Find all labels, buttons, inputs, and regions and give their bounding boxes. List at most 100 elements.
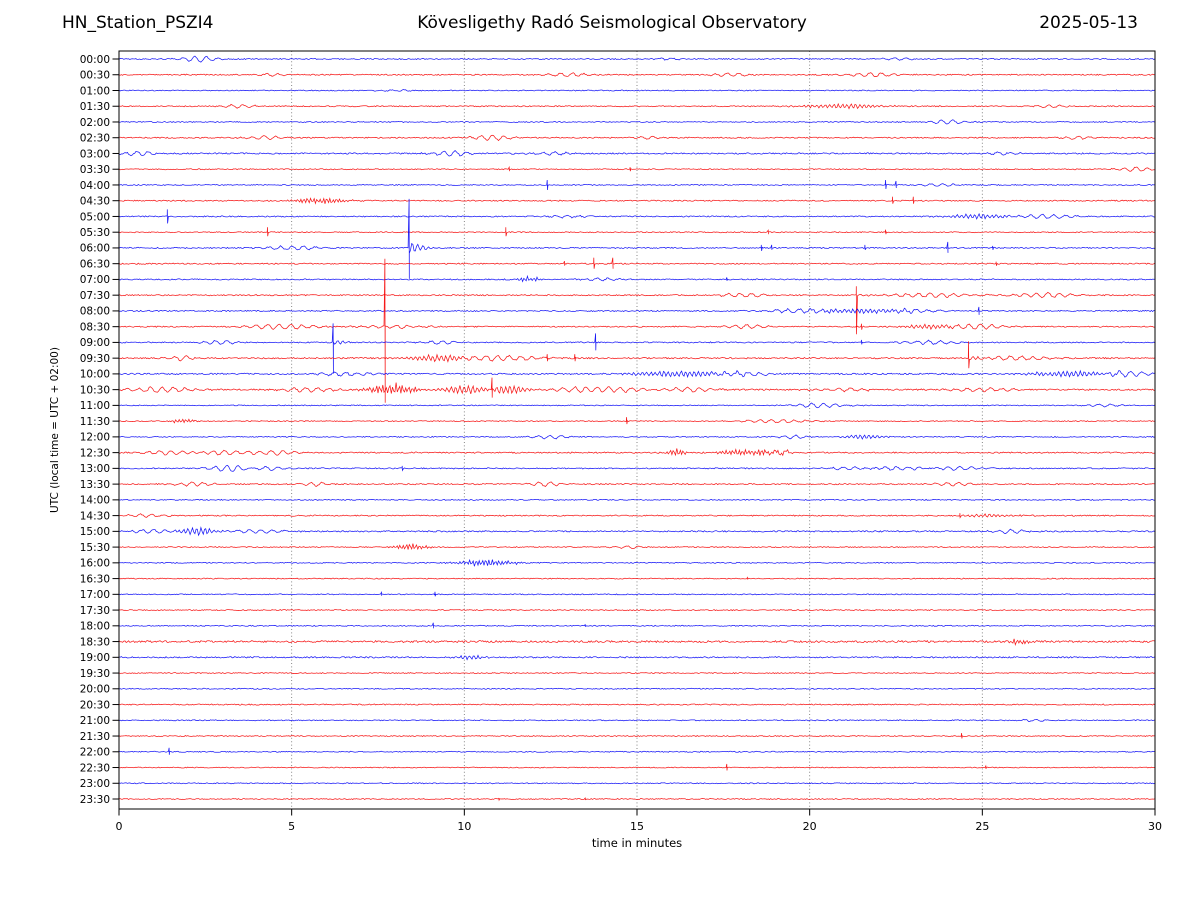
y-tick-label: 14:00 <box>80 495 110 507</box>
trace-01:30 <box>118 102 1156 110</box>
trace-15:00 <box>118 526 1156 537</box>
y-tick-label: 14:30 <box>80 510 110 522</box>
trace-23:30 <box>118 797 1156 802</box>
trace-02:00 <box>118 119 1156 125</box>
y-tick-label: 18:00 <box>80 621 110 633</box>
trace-10:30 <box>119 377 1156 398</box>
x-tick-label: 5 <box>288 820 295 833</box>
y-tick-label: 16:30 <box>80 573 110 585</box>
x-tick-label: 25 <box>975 820 989 833</box>
y-tick-label: 12:00 <box>80 432 110 444</box>
x-tick-label: 0 <box>116 820 123 833</box>
trace-21:30 <box>118 732 1155 739</box>
trace-15:30 <box>118 543 1156 551</box>
y-tick-label: 04:00 <box>80 180 110 192</box>
trace-20:00 <box>118 687 1156 690</box>
y-tick-label: 07:30 <box>80 290 110 302</box>
y-tick-label: 00:30 <box>80 70 110 82</box>
trace-06:30 <box>118 257 1156 269</box>
y-tick-label: 09:30 <box>80 353 110 365</box>
y-tick-label: 23:00 <box>80 778 110 790</box>
trace-20:30 <box>118 703 1156 706</box>
trace-00:30 <box>118 72 1155 78</box>
figure-date: 2025-05-13 <box>1039 13 1138 33</box>
trace-05:30 <box>118 227 1156 237</box>
x-tick-label: 15 <box>630 820 644 833</box>
y-tick-label: 09:00 <box>80 337 110 349</box>
y-tick-label: 21:00 <box>80 715 110 727</box>
trace-17:00 <box>118 591 1155 597</box>
trace-04:00 <box>118 179 1155 191</box>
y-tick-label: 19:00 <box>80 652 110 664</box>
y-tick-label: 00:00 <box>80 54 110 66</box>
trace-08:30 <box>118 258 1156 403</box>
y-tick-label: 02:30 <box>80 133 110 145</box>
y-tick-label: 13:30 <box>80 479 110 491</box>
y-tick-label: 22:00 <box>80 747 110 759</box>
trace-13:30 <box>118 481 1156 487</box>
trace-17:30 <box>118 609 1155 612</box>
y-tick-label: 06:30 <box>80 258 110 270</box>
x-tick-label: 20 <box>803 820 817 833</box>
y-tick-label: 18:30 <box>80 636 110 648</box>
trace-08:00 <box>118 306 1155 315</box>
y-tick-label: 06:00 <box>80 243 110 255</box>
x-tick-label: 10 <box>457 820 471 833</box>
y-tick-label: 07:00 <box>80 274 110 286</box>
trace-06:00 <box>118 198 1156 279</box>
y-tick-label: 22:30 <box>80 762 110 774</box>
trace-09:30 <box>118 341 1156 369</box>
y-tick-label: 21:30 <box>80 731 110 743</box>
trace-23:00 <box>118 782 1156 785</box>
trace-19:30 <box>118 672 1156 675</box>
y-tick-label: 20:00 <box>80 684 110 696</box>
trace-18:00 <box>118 622 1156 629</box>
trace-02:30 <box>118 134 1156 142</box>
y-tick-label: 19:30 <box>80 668 110 680</box>
y-tick-label: 15:00 <box>80 526 110 538</box>
y-tick-label: 23:30 <box>80 794 110 806</box>
trace-09:00 <box>118 323 1156 374</box>
trace-10:00 <box>118 369 1156 379</box>
trace-22:30 <box>118 763 1156 771</box>
y-tick-label: 12:30 <box>80 447 110 459</box>
trace-04:30 <box>118 196 1156 205</box>
trace-21:00 <box>118 718 1156 722</box>
y-tick-label: 01:00 <box>80 85 110 97</box>
y-tick-label: 08:30 <box>80 321 110 333</box>
trace-22:00 <box>118 747 1155 755</box>
x-tick-label: 30 <box>1148 820 1162 833</box>
x-axis-title: time in minutes <box>592 836 682 850</box>
trace-18:30 <box>118 638 1156 647</box>
trace-01:00 <box>118 89 1156 92</box>
trace-12:30 <box>119 448 1156 457</box>
y-tick-label: 05:30 <box>80 227 110 239</box>
trace-07:00 <box>118 274 1155 283</box>
trace-19:00 <box>118 654 1156 661</box>
trace-05:00 <box>118 209 1155 224</box>
y-tick-label: 17:30 <box>80 605 110 617</box>
trace-16:30 <box>118 576 1156 580</box>
y-tick-label: 08:00 <box>80 306 110 318</box>
trace-12:00 <box>118 434 1156 440</box>
y-tick-label: 05:00 <box>80 211 110 223</box>
y-tick-label: 02:00 <box>80 117 110 129</box>
y-tick-label: 17:00 <box>80 589 110 601</box>
y-tick-label: 10:30 <box>80 384 110 396</box>
y-tick-label: 11:30 <box>80 416 110 428</box>
y-tick-label: 20:30 <box>80 699 110 711</box>
y-tick-label: 13:00 <box>80 463 110 475</box>
y-tick-label: 03:30 <box>80 164 110 176</box>
trace-07:30 <box>118 286 1156 335</box>
trace-03:00 <box>118 149 1156 157</box>
figure-title: Kövesligethy Radó Seismological Observat… <box>417 13 807 33</box>
station-name: HN_Station_PSZI4 <box>62 13 214 33</box>
trace-14:00 <box>118 498 1156 501</box>
trace-11:30 <box>118 417 1156 425</box>
plot-frame <box>118 50 1156 810</box>
y-tick-label: 01:30 <box>80 101 110 113</box>
trace-14:30 <box>118 513 1156 519</box>
y-tick-label: 15:30 <box>80 542 110 554</box>
